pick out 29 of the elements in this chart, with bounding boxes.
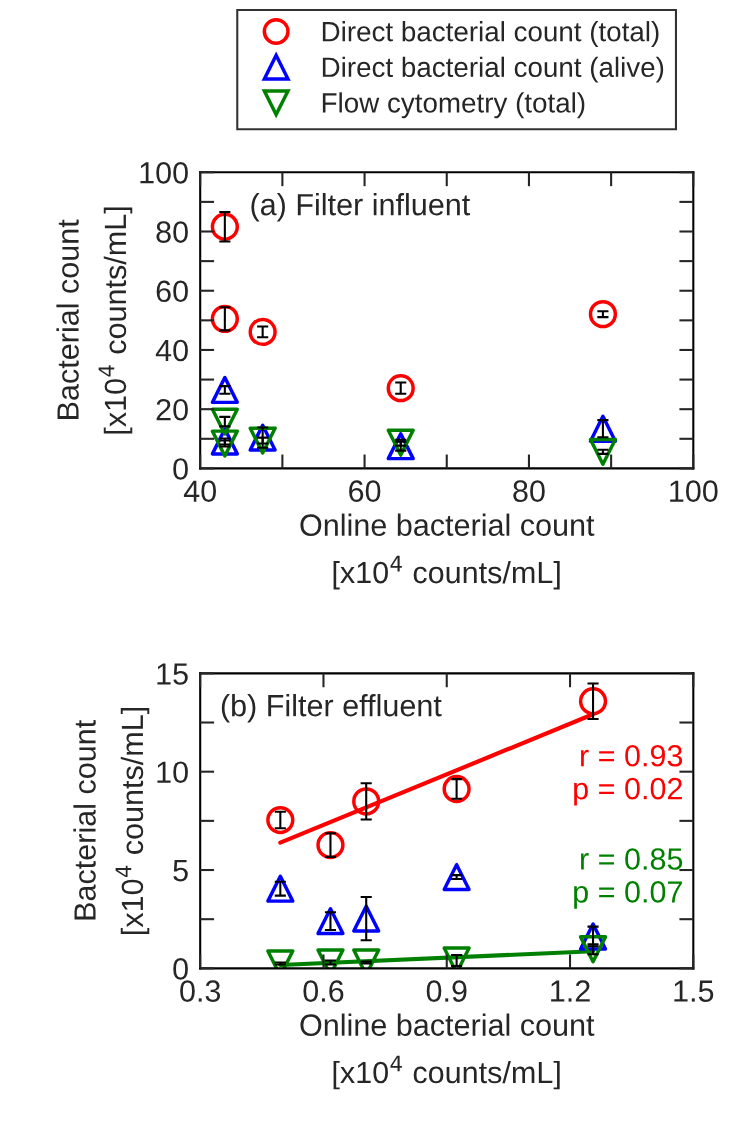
x-tick-label: 1.2 <box>551 980 590 1002</box>
series-label: r = 0.93 p = 0.02 <box>574 744 683 806</box>
x-tick-label: 0.9 <box>426 980 467 1002</box>
y-tick-label: 80 <box>156 221 188 243</box>
x-tick-label: 0.3 <box>180 980 221 1002</box>
series-label: r = 0.85 p = 0.07 <box>574 848 683 909</box>
text: (a) Filter influent <box>251 193 471 222</box>
x-tick-label: 0.6 <box>303 980 344 1002</box>
y-tick-label: 5 <box>173 860 188 882</box>
y-tick-label: 60 <box>156 280 188 303</box>
y-axis-title: Bacterial count [x10$^{4}$ counts/mL] <box>56 207 133 434</box>
y-tick-label: 0 <box>173 958 188 980</box>
x-axis-title: Online bacterial count [x10$^{4}$ counts/mL] <box>300 513 595 590</box>
y-tick-label: 100 <box>140 162 188 184</box>
x-tick-label: 80 <box>513 480 545 502</box>
y-axis-title: Bacterial count [x10$^{4}$ counts/mL] <box>73 707 150 935</box>
x-tick-label: 100 <box>670 480 718 502</box>
y-tick-label: 0 <box>173 458 188 480</box>
legend-label: Direct bacterial count (total) <box>322 21 659 47</box>
y-tick-label: 15 <box>157 663 188 685</box>
text: (b) Filter effluent <box>221 694 442 723</box>
y-tick-label: 20 <box>156 398 188 421</box>
legend-label: Flow cytometry (total) <box>322 92 585 119</box>
y-tick-label: 40 <box>155 339 188 362</box>
x-tick-label: 1.5 <box>674 980 714 1002</box>
legend-label: Direct bacterial count (alive) <box>322 56 664 83</box>
y-tick-label: 10 <box>157 761 188 784</box>
x-axis-title: Online bacterial count [x10$^{4}$ counts/mL] <box>300 1013 595 1090</box>
x-tick-label: 60 <box>349 480 381 502</box>
